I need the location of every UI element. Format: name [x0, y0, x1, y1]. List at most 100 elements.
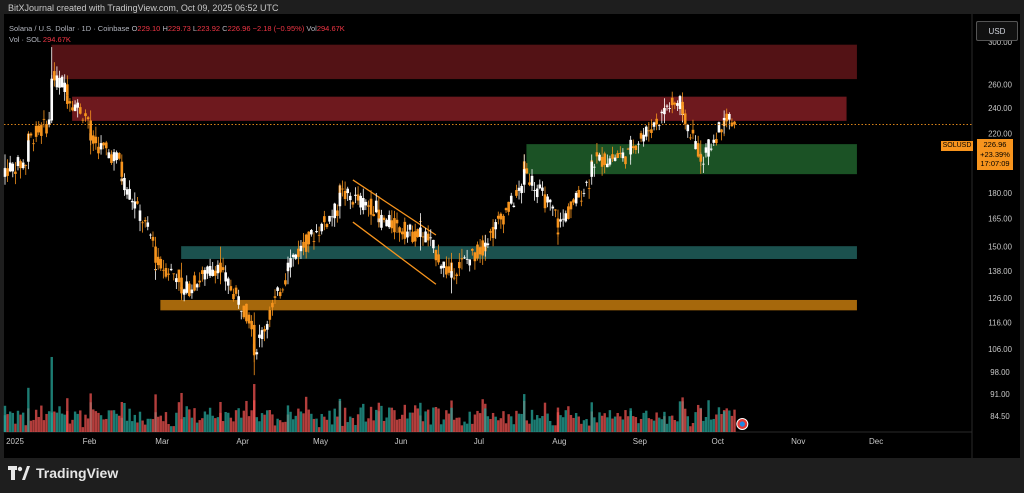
candle-body	[117, 153, 121, 159]
volume-bar	[21, 412, 25, 432]
volume-bar	[660, 419, 664, 432]
volume-bar	[611, 418, 614, 432]
volume-bar	[154, 394, 157, 432]
candle-body	[164, 267, 168, 277]
candle-body	[3, 169, 7, 177]
volume-bar	[437, 408, 440, 432]
candle-body	[663, 107, 666, 115]
candle-body	[291, 254, 295, 258]
plot-background	[4, 14, 1020, 458]
candle-body	[400, 231, 404, 235]
legend-high: 229.73	[167, 24, 191, 33]
candle-body	[206, 266, 209, 274]
candle-body	[593, 166, 596, 168]
volume-bar	[156, 416, 160, 432]
volume-bar	[676, 421, 679, 432]
candle-body	[395, 219, 399, 224]
event-marker-dot	[739, 421, 745, 427]
volume-bar	[388, 407, 391, 432]
x-tick-label: Aug	[552, 437, 566, 446]
volume-bar	[730, 415, 734, 432]
candle-body	[541, 187, 544, 191]
volume-bar	[668, 416, 671, 432]
volume-bar	[214, 418, 217, 432]
volume-bar	[102, 419, 105, 432]
candle-body	[71, 107, 74, 111]
candle-body	[55, 75, 59, 88]
y-tick-label: 91.00	[990, 390, 1010, 399]
volume-bar	[266, 410, 269, 432]
volume-bar	[299, 411, 303, 432]
candle-body	[146, 222, 150, 227]
volume-bar	[572, 417, 575, 432]
volume-bar	[16, 410, 20, 432]
volume-bar	[728, 410, 731, 432]
channel-upper-line	[352, 179, 437, 236]
volume-bar	[704, 416, 708, 432]
candle-body	[211, 269, 214, 276]
candle-body	[60, 76, 64, 88]
candle-body	[203, 270, 207, 280]
candle-body	[567, 206, 570, 219]
candle-body	[136, 201, 139, 204]
currency-button[interactable]: USD	[976, 21, 1018, 41]
volume-bar	[8, 411, 12, 432]
volume-bar	[471, 423, 474, 432]
volume-bar	[224, 411, 227, 432]
volume-bar	[593, 417, 596, 432]
candle-body	[14, 171, 17, 174]
candle-body	[385, 219, 388, 227]
candle-body	[460, 258, 464, 260]
volume-bar	[258, 421, 261, 432]
volume-bar	[624, 410, 627, 432]
candle-body	[439, 265, 443, 269]
volume-bar	[642, 412, 645, 432]
candle-body	[650, 129, 653, 133]
candle-body	[141, 222, 144, 224]
candle-body	[125, 189, 129, 195]
volume-bar	[533, 419, 536, 432]
candle-body	[263, 328, 266, 332]
volume-bar	[413, 405, 417, 432]
volume-bar	[717, 407, 721, 432]
volume-bar	[336, 416, 339, 432]
candle-body	[289, 258, 292, 268]
volume-bar	[616, 412, 619, 432]
candle-body	[128, 188, 131, 200]
volume-bar	[564, 410, 567, 432]
tradingview-logo[interactable]: TradingView	[8, 462, 118, 484]
candle-body	[587, 188, 591, 190]
y-tick-label: 84.50	[990, 412, 1010, 421]
candle-body	[115, 152, 118, 161]
volume-bar	[60, 413, 64, 432]
volume-bar	[338, 398, 342, 432]
candle-body	[81, 119, 85, 121]
volume-bar	[619, 416, 622, 432]
candle-body	[151, 236, 155, 241]
candle-body	[670, 97, 674, 106]
candle-body	[624, 156, 627, 165]
candle-body	[720, 129, 723, 133]
legend-open-label: O	[131, 24, 138, 33]
volume-bar	[320, 413, 323, 432]
candle-body	[676, 103, 679, 106]
volume-bar	[546, 413, 549, 432]
volume-bar	[561, 417, 565, 432]
candle-body	[58, 77, 61, 88]
legend-change: −2.18 (−0.95%)	[252, 24, 305, 33]
candle-body	[408, 224, 412, 230]
candle-body	[63, 82, 67, 92]
y-tick-label: 138.00	[988, 267, 1013, 276]
volume-bar	[310, 413, 313, 432]
volume-bar	[590, 402, 593, 432]
candle-body	[507, 201, 510, 212]
candle-body	[138, 210, 142, 221]
candle-body	[629, 147, 632, 155]
volume-bar	[621, 419, 625, 432]
candle-body	[162, 269, 165, 271]
candle-body	[574, 192, 578, 204]
volume-bar	[634, 417, 638, 432]
volume-bar	[481, 399, 484, 432]
volume-bar	[198, 420, 201, 432]
